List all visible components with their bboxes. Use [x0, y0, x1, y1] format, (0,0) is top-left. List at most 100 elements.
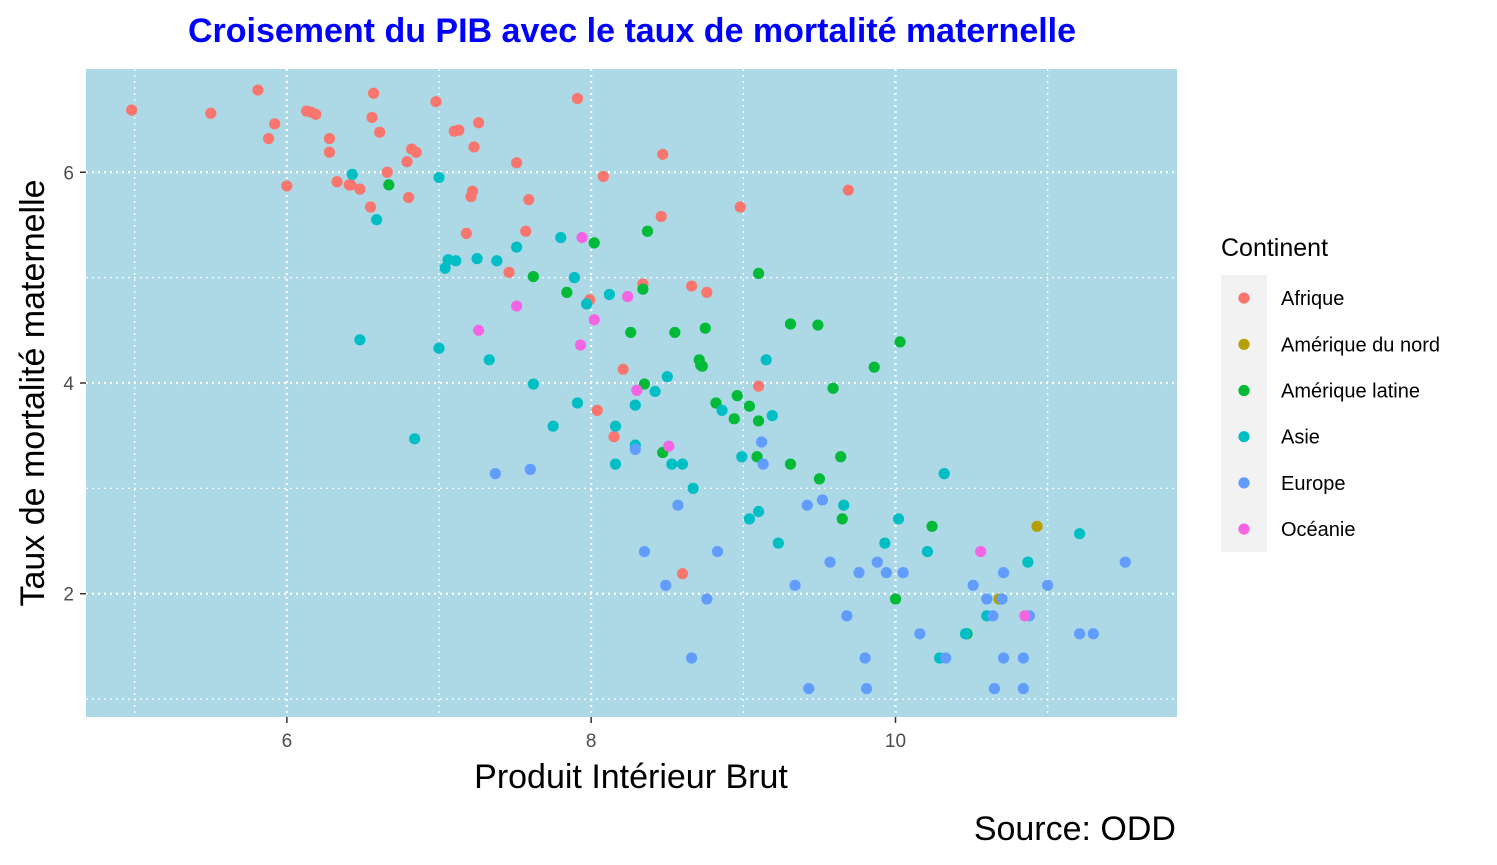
data-point	[489, 468, 501, 480]
data-point	[574, 339, 587, 351]
data-point	[926, 520, 938, 532]
data-point	[638, 378, 651, 390]
data-point	[835, 451, 847, 463]
data-point	[824, 556, 836, 568]
data-point	[813, 473, 826, 485]
data-point	[1074, 528, 1086, 540]
data-point	[743, 513, 756, 525]
data-point	[603, 288, 616, 301]
data-point	[661, 371, 673, 383]
data-point	[880, 567, 892, 579]
data-point	[523, 194, 535, 206]
data-point	[755, 436, 768, 448]
data-point	[331, 176, 343, 188]
data-point	[1031, 520, 1043, 532]
legend-label: Afrique	[1281, 288, 1344, 310]
data-point	[1017, 652, 1029, 664]
data-point	[921, 545, 934, 558]
data-point	[967, 579, 979, 591]
data-point	[466, 185, 479, 197]
data-point	[354, 334, 366, 346]
x-axis-ticks: 6 8 10	[282, 717, 906, 752]
data-point	[751, 451, 763, 463]
data-point	[752, 415, 765, 427]
data-point	[701, 593, 713, 605]
data-point	[868, 361, 880, 373]
x-tick-label: 6	[282, 731, 293, 752]
data-point	[766, 410, 778, 422]
data-point	[686, 280, 698, 292]
source-caption: Source: ODD	[974, 810, 1176, 848]
x-tick-label: 8	[586, 731, 597, 752]
data-point	[997, 652, 1010, 664]
data-point	[641, 225, 654, 237]
data-point	[841, 610, 853, 622]
data-point	[402, 191, 415, 204]
data-point	[527, 378, 539, 390]
data-point	[987, 610, 999, 622]
data-point	[547, 420, 559, 432]
data-point	[561, 286, 573, 298]
data-point	[816, 494, 829, 506]
data-point	[1087, 628, 1099, 640]
data-point	[669, 326, 681, 339]
data-point	[711, 545, 724, 558]
data-point	[453, 124, 465, 136]
data-point	[472, 117, 485, 129]
data-point	[981, 593, 993, 605]
data-point	[696, 360, 708, 372]
legend-label: Océanie	[1281, 519, 1356, 541]
data-point	[827, 382, 839, 394]
data-point	[1022, 556, 1034, 568]
data-point	[410, 146, 422, 158]
grid-major	[86, 69, 1177, 717]
data-point	[710, 397, 722, 409]
data-point	[383, 179, 395, 191]
data-point	[757, 458, 769, 470]
data-point	[1019, 610, 1031, 622]
x-axis-title: Produit Intérieur Brut	[474, 758, 788, 796]
data-point	[988, 682, 1001, 695]
data-point	[126, 104, 138, 116]
data-point	[871, 556, 883, 568]
data-point	[367, 87, 380, 99]
legend-key-background	[1221, 275, 1267, 553]
legend-key	[1238, 338, 1250, 350]
data-point	[716, 404, 728, 416]
data-point	[364, 201, 377, 213]
data-point	[439, 262, 451, 274]
data-point	[472, 324, 485, 336]
data-point	[576, 231, 588, 244]
data-point	[836, 513, 848, 525]
data-point	[346, 168, 358, 180]
legend-key	[1238, 292, 1250, 304]
data-point	[483, 354, 495, 366]
data-point	[842, 184, 854, 196]
data-point	[736, 451, 748, 463]
data-point	[859, 652, 871, 664]
data-point	[631, 384, 643, 396]
data-point	[760, 354, 772, 366]
data-point	[1074, 628, 1086, 640]
data-point	[450, 255, 462, 267]
data-point	[838, 499, 850, 511]
data-point	[252, 84, 264, 96]
x-tick-label: 10	[885, 731, 906, 752]
data-point	[281, 180, 293, 192]
data-point	[310, 108, 322, 120]
data-point	[731, 390, 743, 402]
data-point	[676, 568, 689, 580]
data-point	[511, 241, 523, 253]
data-point	[812, 319, 824, 331]
legend-title: Continent	[1221, 234, 1328, 262]
data-point	[617, 363, 629, 375]
data-point	[959, 628, 972, 640]
legend-label: Europe	[1281, 473, 1346, 495]
data-point	[471, 253, 483, 265]
legend: Continent Afrique Amérique du nord Amériqu…	[1221, 234, 1440, 553]
data-point	[588, 237, 600, 249]
data-point	[734, 201, 746, 213]
data-point	[772, 537, 784, 549]
data-point	[205, 107, 217, 119]
data-point	[625, 326, 637, 339]
